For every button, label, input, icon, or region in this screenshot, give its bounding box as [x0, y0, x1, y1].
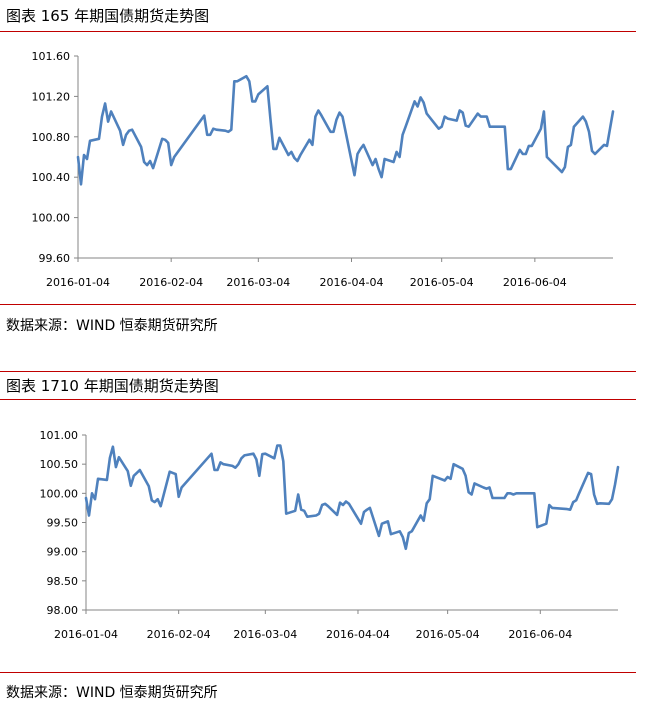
chart-2-y-tick-label: 98.00: [47, 604, 79, 617]
chart-1-y-tick-label: 99.60: [39, 252, 71, 265]
chart-2-y-tick-label: 100.00: [40, 487, 79, 500]
chart-1-series-line: [76, 74, 615, 186]
chart-1-source: 数据来源：WIND 恒泰期货研究所: [6, 318, 218, 334]
chart-2-series-line: [84, 444, 620, 551]
chart-2-top-rule: [0, 399, 636, 400]
chart-1-x-tick-label: 2016-02-04: [139, 276, 203, 289]
chart-1-top-rule: [0, 31, 636, 32]
chart-1-x-tick-label: 2016-06-04: [503, 276, 567, 289]
chart-1-x-tick-label: 2016-05-04: [410, 276, 474, 289]
chart-2-y-tick-label: 101.00: [40, 429, 79, 442]
chart-1-y-tick-label: 100.40: [32, 171, 71, 184]
chart-1-bond-futures-line-chart: 99.60 100.00 100.40 100.80 101.20 101.60 2016-…: [32, 50, 615, 289]
chart-2-x-tick-label: 2016-03-04: [233, 628, 297, 641]
chart-2-x-tick-label: 2016-06-04: [508, 628, 572, 641]
chart-1-bottom-rule: [0, 304, 636, 305]
chart-1-x-tick-label: 2016-04-04: [320, 276, 384, 289]
chart-1-y-tick-label: 101.60: [32, 50, 71, 63]
chart-2-source: 数据来源：WIND 恒泰期货研究所: [6, 685, 218, 701]
chart-2-bond-futures-line-chart: 98.00 98.50 99.00 99.50 100.00 100.50 101.00 20…: [40, 429, 620, 641]
chart-1-y-tick-label: 100.80: [32, 131, 71, 144]
chart-2-x-tick-label: 2016-05-04: [416, 628, 480, 641]
chart-1-x-tick-label: 2016-03-04: [226, 276, 290, 289]
chart-2-bottom-rule: [0, 672, 636, 673]
chart-1-title: 图表 165 年期国债期货走势图: [6, 7, 210, 25]
chart-2-x-tick-label: 2016-01-04: [54, 628, 118, 641]
chart-2-y-tick-label: 99.50: [47, 517, 79, 530]
chart-2-y-tick-label: 100.50: [40, 458, 79, 471]
chart-2-x-tick-label: 2016-02-04: [147, 628, 211, 641]
chart-2-top-rule-outer: [0, 371, 636, 372]
chart-2-x-tick-label: 2016-04-04: [326, 628, 390, 641]
chart-1-x-tick-label: 2016-01-04: [46, 276, 110, 289]
chart-2-y-tick-label: 99.00: [47, 546, 79, 559]
chart-1-y-tick-label: 100.00: [32, 212, 71, 225]
chart-2-y-tick-label: 98.50: [47, 575, 79, 588]
chart-2-title: 图表 1710 年期国债期货走势图: [6, 377, 219, 395]
chart-1-y-tick-label: 101.20: [32, 90, 71, 103]
